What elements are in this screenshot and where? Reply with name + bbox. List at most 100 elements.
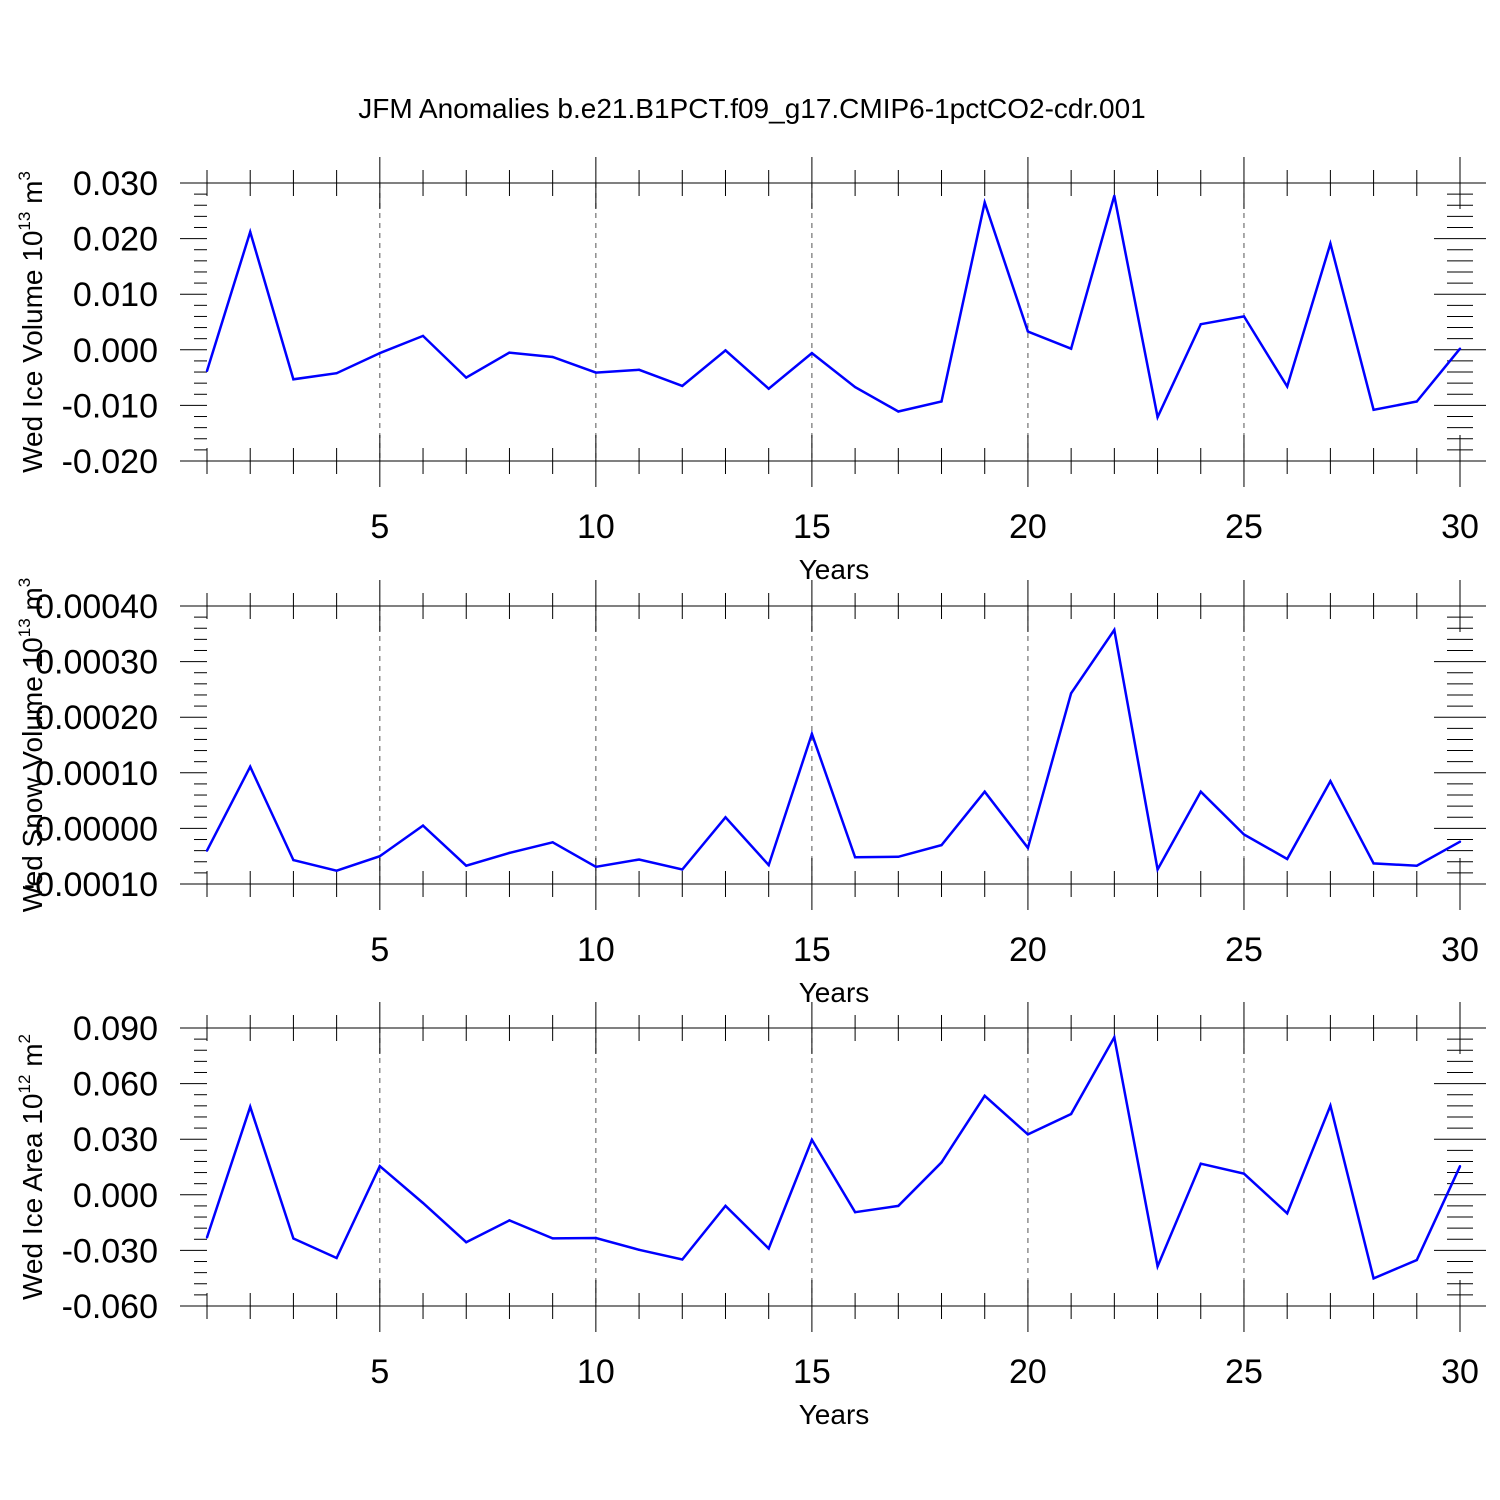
x-tick-label: 5 <box>370 1353 389 1391</box>
data-point <box>421 824 425 827</box>
x-axis-title: Years <box>799 1399 870 1430</box>
data-point <box>551 1237 554 1240</box>
y-tick-label: -0.00010 <box>24 866 158 904</box>
data-point <box>1026 1133 1030 1136</box>
y-axis-title-superscript: 2 <box>15 1034 34 1043</box>
y-axis-title-superscript: 13 <box>15 212 34 231</box>
data-point <box>1458 1165 1462 1168</box>
data-point <box>637 368 641 372</box>
data-point <box>983 201 986 204</box>
data-point <box>681 1258 684 1261</box>
x-tick-label: 5 <box>370 931 389 969</box>
data-point <box>335 371 338 375</box>
data-point <box>421 1201 425 1205</box>
x-axis-title: Years <box>799 977 870 1008</box>
data-point <box>897 410 900 413</box>
data-point <box>1372 862 1375 865</box>
y-tick-label: 0.000 <box>73 1177 158 1215</box>
data-point <box>1415 864 1418 867</box>
y-tick-label: 0.020 <box>73 221 158 259</box>
y-axis-title-superscript: 12 <box>15 1075 34 1094</box>
y-tick-label: 0.060 <box>73 1066 158 1104</box>
data-point <box>292 1237 295 1240</box>
data-point <box>249 230 252 234</box>
data-point <box>378 1164 382 1168</box>
data-point <box>983 1094 986 1098</box>
data-point <box>465 376 468 379</box>
data-point <box>637 1248 641 1252</box>
data-point <box>897 1204 900 1208</box>
y-axis-title-text: m <box>17 587 48 618</box>
data-point <box>1415 400 1418 403</box>
x-tick-label: 15 <box>793 931 831 969</box>
data-point <box>1199 790 1202 793</box>
data-point <box>1329 779 1332 783</box>
x-tick-label: 10 <box>577 1353 615 1391</box>
x-tick-label: 25 <box>1225 1353 1263 1391</box>
y-axis-title-superscript: 3 <box>15 171 34 180</box>
data-point <box>681 384 684 388</box>
data-point <box>1199 323 1202 326</box>
y-axis-title-text: Wed Ice Area 10 <box>17 1094 48 1301</box>
x-tick-label: 30 <box>1441 508 1479 546</box>
data-point <box>1242 833 1246 836</box>
data-point <box>1329 242 1332 245</box>
x-tick-label: 20 <box>1009 1353 1047 1391</box>
data-point <box>205 369 209 373</box>
data-point <box>378 855 382 858</box>
data-point <box>724 816 727 819</box>
x-tick-label: 25 <box>1225 508 1263 546</box>
y-axis-title-text: Wed Ice Volume 10 <box>17 231 48 473</box>
data-point <box>1156 868 1159 871</box>
x-tick-label: 5 <box>370 508 389 546</box>
y-axis-title-text: Wed Snow Volume 10 <box>17 637 48 912</box>
data-point <box>767 387 770 390</box>
data-point <box>1458 347 1462 350</box>
data-point <box>1156 415 1159 419</box>
data-point <box>1242 1172 1246 1175</box>
data-point <box>1026 330 1030 333</box>
data-point <box>1242 315 1246 318</box>
panel-2: -0.00010 0.00000 0.00010 0.00020 0.00030 0.00… <box>15 578 1486 1008</box>
data-point <box>249 765 252 768</box>
x-tick-label: 15 <box>793 508 831 546</box>
data-point <box>853 856 857 859</box>
data-point <box>1458 840 1462 843</box>
data-point <box>249 1105 252 1108</box>
y-tick-label: -0.010 <box>62 387 158 425</box>
data-point <box>508 1219 511 1222</box>
data-point <box>940 400 943 403</box>
data-point <box>1113 1036 1116 1039</box>
data-point <box>637 858 641 861</box>
data-point <box>810 1138 814 1141</box>
data-point <box>378 351 382 355</box>
data-point <box>1285 1212 1289 1215</box>
data-point <box>335 869 338 872</box>
y-tick-label: -0.020 <box>62 443 158 481</box>
data-point <box>508 351 511 354</box>
data-point <box>1069 347 1073 350</box>
data-point <box>724 349 727 352</box>
y-axis-title: Wed Ice Volume 1013 m3 <box>15 171 48 473</box>
data-point <box>551 355 554 359</box>
x-tick-label: 30 <box>1441 931 1479 969</box>
y-axis-title: Wed Ice Area 1012 m2 <box>15 1034 48 1300</box>
y-tick-label: 0.00010 <box>35 755 158 793</box>
data-point <box>1156 1265 1159 1268</box>
data-point <box>1113 194 1116 197</box>
y-tick-label: -0.030 <box>62 1232 158 1270</box>
y-tick-label: 0.030 <box>73 165 158 203</box>
series-line <box>205 626 1461 874</box>
data-point <box>1372 408 1375 412</box>
data-point <box>421 334 425 338</box>
x-tick-label: 15 <box>793 1353 831 1391</box>
data-point <box>1415 1258 1418 1262</box>
y-tick-label: 0.030 <box>73 1121 158 1159</box>
y-axis-title-superscript: 3 <box>15 578 34 587</box>
data-point <box>810 351 814 355</box>
y-tick-label: 0.00030 <box>35 644 158 682</box>
data-point <box>681 868 684 871</box>
data-point <box>465 864 468 867</box>
x-tick-label: 10 <box>577 508 615 546</box>
